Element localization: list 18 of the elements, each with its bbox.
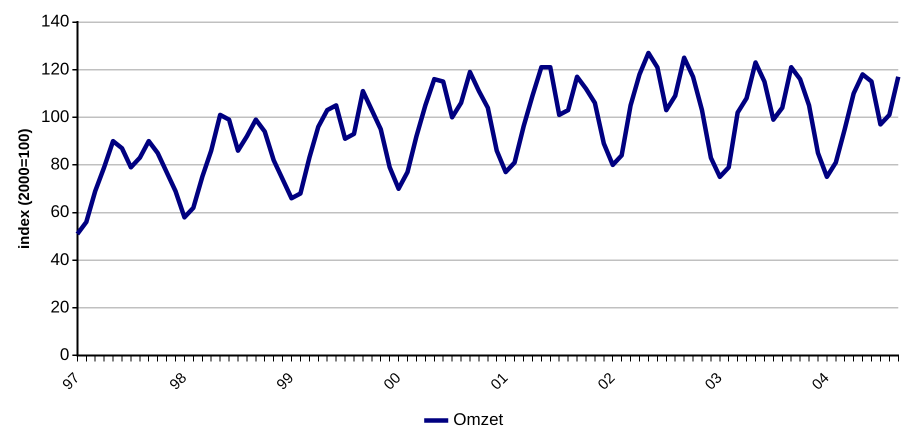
y-tick-label: 100 — [40, 106, 70, 126]
x-tick-label: 00 — [380, 370, 404, 394]
x-tick-label: 03 — [702, 370, 726, 394]
x-tick-label: 97 — [59, 370, 84, 394]
x-tick-label: 99 — [273, 370, 298, 394]
x-tick-label: 02 — [594, 370, 618, 394]
y-tick-label: 20 — [50, 298, 70, 317]
y-tick-label: 140 — [40, 12, 70, 31]
y-tick-label: 40 — [50, 250, 70, 269]
y-axis-title: index (2000=100) — [16, 128, 34, 249]
x-tick-label: 98 — [166, 370, 190, 394]
y-tick-label: 0 — [60, 345, 70, 364]
y-tick-label: 120 — [40, 59, 70, 78]
x-tick-label: 01 — [488, 370, 512, 394]
y-tick-label: 60 — [50, 202, 70, 222]
legend-label: Omzet — [453, 410, 504, 430]
y-tick-label: 80 — [50, 154, 70, 174]
x-tick-label: 04 — [808, 370, 833, 394]
